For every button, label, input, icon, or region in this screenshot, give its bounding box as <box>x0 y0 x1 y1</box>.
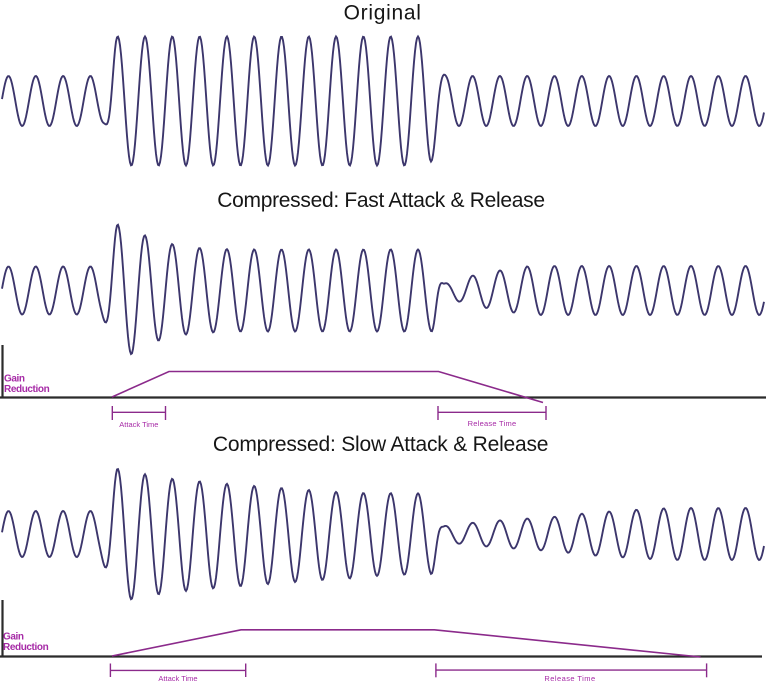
svg-text:Compressed: Fast Attack & Rele: Compressed: Fast Attack & Release <box>217 189 544 212</box>
svg-text:Reduction: Reduction <box>4 384 50 395</box>
svg-text:Gain: Gain <box>3 632 24 643</box>
svg-text:Attack Time: Attack Time <box>119 420 158 429</box>
svg-text:Release Time: Release Time <box>468 419 517 428</box>
svg-text:Release Time: Release Time <box>544 674 595 683</box>
svg-text:Attack Time: Attack Time <box>158 674 197 683</box>
svg-text:Reduction: Reduction <box>3 642 49 653</box>
svg-text:Compressed: Slow Attack & Rele: Compressed: Slow Attack & Release <box>213 433 548 456</box>
svg-text:Original: Original <box>344 1 422 24</box>
svg-text:Gain: Gain <box>4 374 25 385</box>
